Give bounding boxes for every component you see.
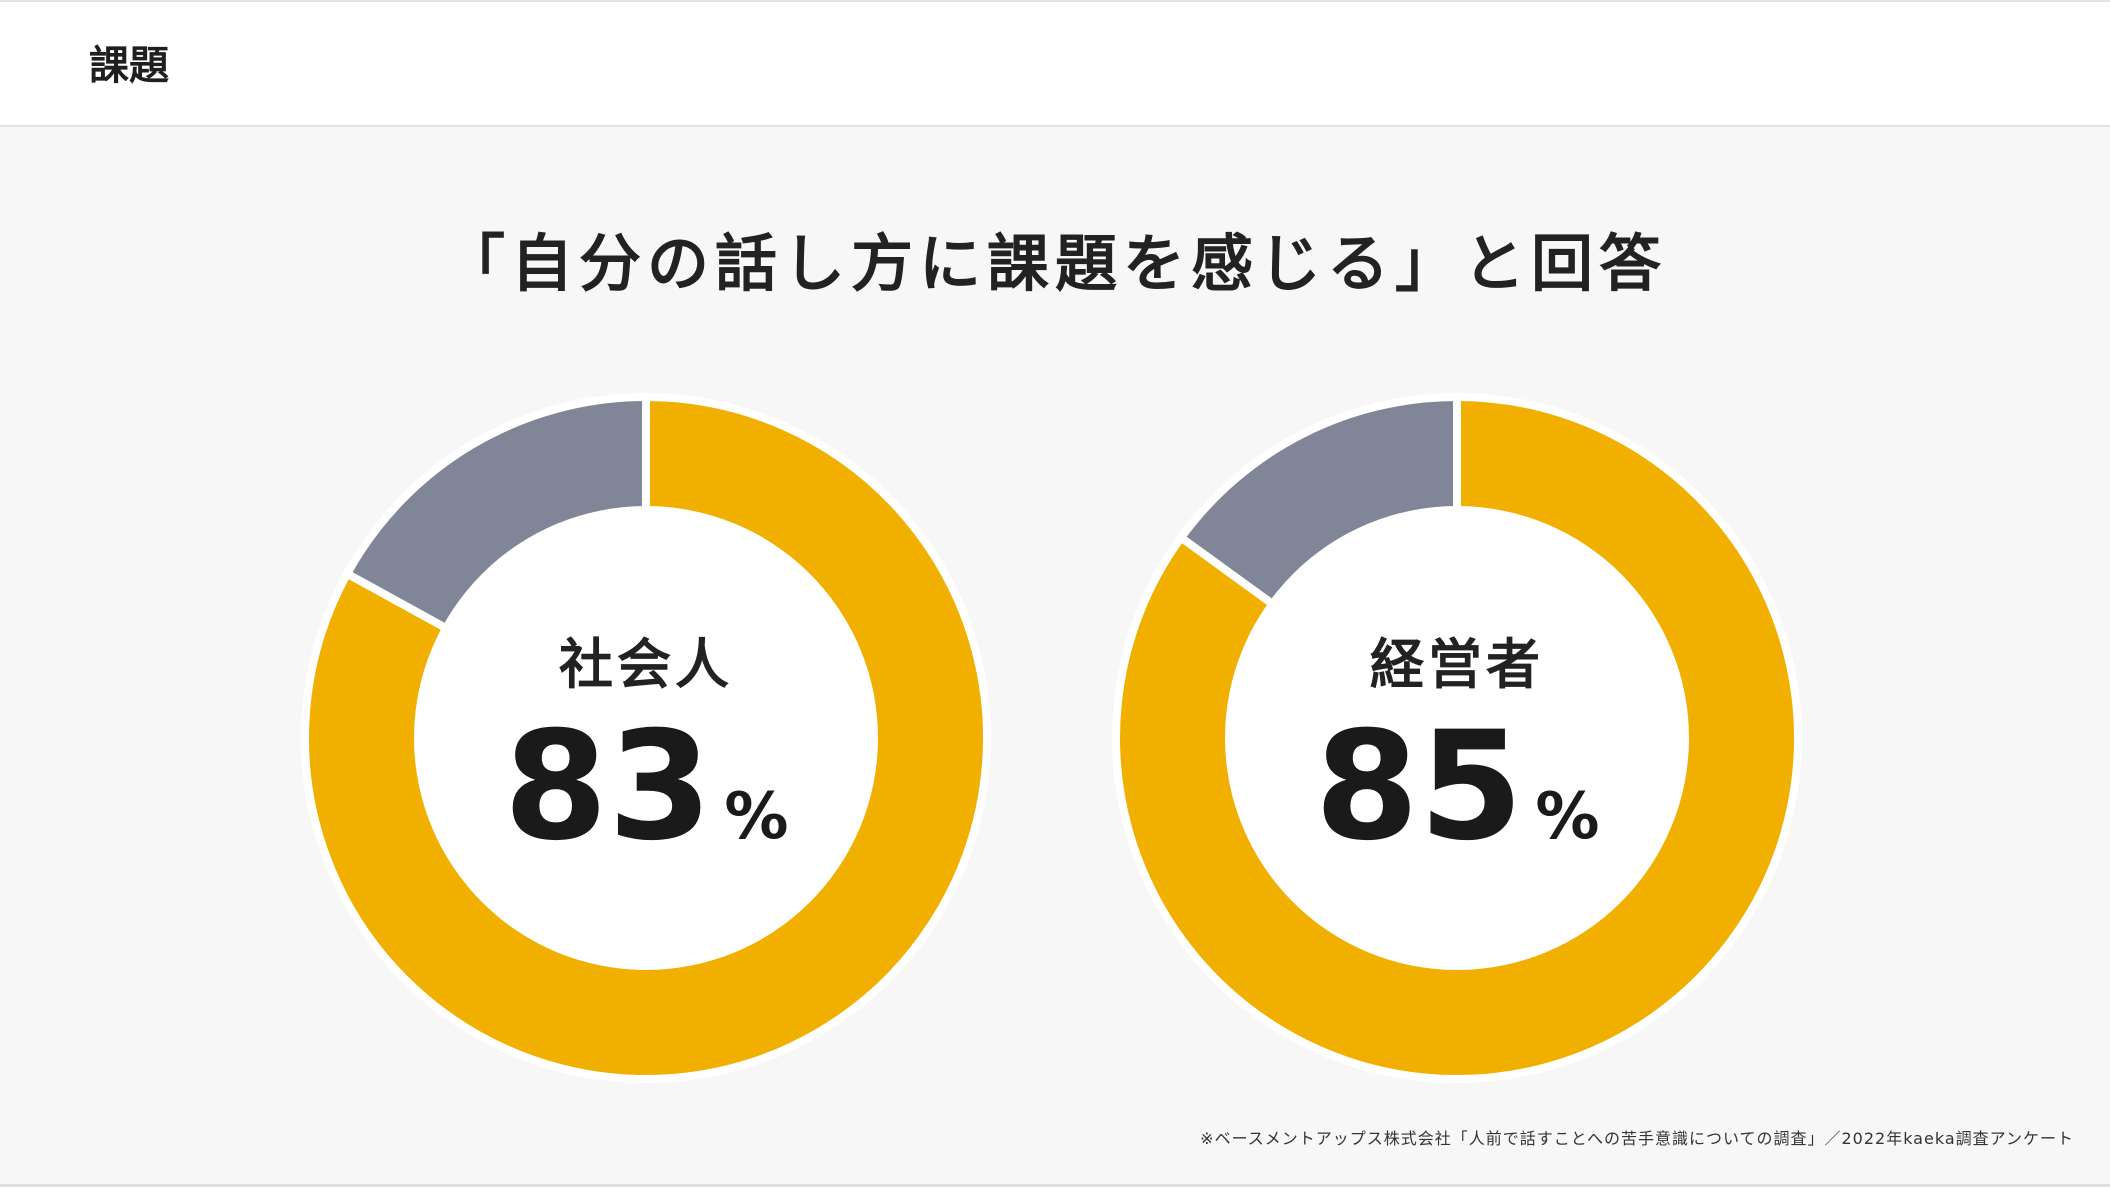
value-number: 85 xyxy=(1315,700,1524,874)
chart-value-label: 85% xyxy=(1315,700,1600,874)
chart-category-label: 社会人 xyxy=(559,633,733,696)
chart-category-label: 経営者 xyxy=(1370,633,1544,696)
chart-value-label: 83% xyxy=(504,700,789,874)
headline: 「自分の話し方に課題を感じる」と回答 xyxy=(442,227,1667,300)
donut-center xyxy=(1225,506,1689,970)
value-unit: % xyxy=(1535,780,1599,854)
source-footnote: ※ベースメントアップス株式会社「人前で話すことへの苦手意識についての調査」／20… xyxy=(1200,1129,2074,1148)
page-title: 課題 xyxy=(89,43,169,89)
donut-center xyxy=(414,506,878,970)
header-bar: 課題 xyxy=(0,0,2110,127)
value-number: 83 xyxy=(504,700,713,874)
value-unit: % xyxy=(724,780,788,854)
